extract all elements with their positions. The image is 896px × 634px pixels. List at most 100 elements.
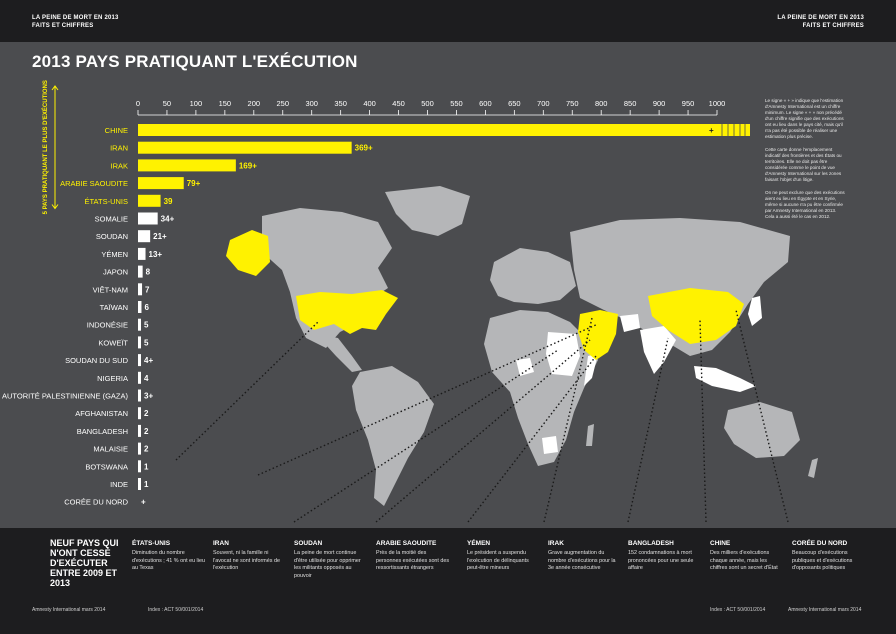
map-alaska [226, 230, 270, 276]
category-label: INDONÉSIE [87, 321, 128, 330]
map-central-america [316, 334, 362, 372]
bars: CHINE + IRAN 369+ IRAK 169+ ARABIE SAOUDITE 79+… [2, 124, 750, 507]
x-tick-label: 1000 [709, 99, 726, 108]
bar [138, 159, 236, 172]
x-tick-label: 200 [248, 99, 261, 108]
map-nigeria [516, 358, 534, 376]
data-label: 2 [144, 409, 149, 418]
map-japan [748, 296, 762, 326]
bottom-column-text: 152 condamnations à mort prononcées pour… [628, 550, 694, 571]
bottom-column: IRAK Grave augmentation du nombre d'exécu… [548, 540, 622, 573]
bottom-column: CORÉE DU NORD Beaucoup d'exécutions publi… [792, 540, 866, 573]
bar [138, 265, 143, 278]
category-label: SOMALIE [95, 215, 128, 224]
x-tick-label: 900 [653, 99, 666, 108]
page-title: 2013 PAYS PRATIQUANT L'EXÉCUTION [32, 52, 358, 71]
category-label: INDE [110, 480, 128, 489]
x-tick-label: 700 [537, 99, 550, 108]
data-label: 2 [144, 427, 149, 436]
category-label: YÉMEN [101, 250, 128, 259]
top-bar [0, 0, 896, 42]
bar [138, 301, 142, 313]
x-tick-label: 950 [682, 99, 695, 108]
bottom-column-country: YÉMEN [467, 540, 491, 547]
x-tick-label: 650 [508, 99, 521, 108]
bottom-column-text: La peine de mort continue d'être utilisé… [294, 550, 361, 579]
data-label: 21+ [153, 232, 167, 241]
x-tick-label: 300 [305, 99, 318, 108]
bottom-panel [0, 528, 896, 634]
category-label: ÉTATS-UNIS [85, 197, 128, 206]
x-tick-label: 450 [392, 99, 405, 108]
map-indonesia [694, 366, 756, 392]
bottom-column-text: Près de la moitié des personnes exécutée… [376, 550, 450, 571]
bottom-column-text: Le président a suspendu l'exécution de d… [467, 550, 529, 571]
bottom-column: BANGLADESH 152 condamnations à mort prono… [628, 540, 702, 573]
map-south-america [352, 366, 434, 506]
header-left: LA PEINE DE MORT EN 2013 FAITS ET CHIFFR… [32, 14, 119, 30]
leader-saudi [375, 339, 591, 523]
x-tick-label: 800 [595, 99, 608, 108]
bottom-column-country: BANGLADESH [628, 540, 674, 547]
note-3: On ne peut exclure que des exécutions ai… [765, 190, 845, 219]
header-right: LA PEINE DE MORT EN 2013 FAITS ET CHIFFR… [777, 14, 864, 30]
category-label: VIÊT-NAM [93, 285, 128, 294]
map-greenland [385, 186, 470, 236]
world-map [175, 186, 818, 523]
header-right-line2: FAITS ET CHIFFRES [802, 23, 864, 29]
data-label: 5 [144, 321, 149, 330]
bar [138, 354, 141, 367]
bottom-column: IRAN Souvent, ni la famille ni l'avocat n… [213, 540, 287, 573]
map-madagascar [586, 424, 594, 446]
category-label: SOUDAN DU SUD [65, 356, 129, 365]
header-right-line1: LA PEINE DE MORT EN 2013 [777, 15, 864, 21]
bar [138, 230, 151, 243]
bar [138, 212, 158, 225]
bar [138, 442, 141, 455]
x-tick-label: 100 [190, 99, 203, 108]
category-label: BANGLADESH [77, 427, 128, 436]
bottom-column-country: CHINE [710, 540, 731, 547]
data-label: 39 [164, 197, 173, 206]
category-label: NIGERIA [97, 374, 128, 383]
footer-left-index: Index : ACT 50/001/2014 [148, 607, 204, 613]
data-label: 6 [144, 303, 149, 312]
bottom-column: ARABIE SAOUDITE Près de la moitié des per… [376, 540, 450, 573]
footer-left-org: Amnesty International mars 2014 [32, 607, 106, 613]
bottom-column-text: Des milliers d'exécutions chaque année, … [710, 550, 778, 571]
side-arrow-down [51, 204, 59, 210]
note-2: Cette carte donne l'emplacement indicati… [765, 147, 842, 182]
bar [138, 141, 352, 154]
map-europe [490, 248, 576, 304]
leader-north-korea [735, 309, 789, 523]
bottom-column-text: Souvent, ni la famille ni l'avocat ne so… [213, 550, 280, 571]
bottom-column-text: Diminution du nombre d'exécutions ; 41 %… [132, 550, 205, 571]
data-label: 34+ [161, 215, 175, 224]
map-china [648, 288, 744, 344]
map-new-zealand [808, 458, 818, 478]
bottom-column-country: SOUDAN [294, 540, 323, 547]
bottom-column-country: ARABIE SAOUDITE [376, 540, 437, 547]
bar [138, 460, 141, 473]
bottom-column-country: ÉTATS-UNIS [132, 540, 171, 547]
x-tick-label: 600 [479, 99, 492, 108]
data-label: 169+ [239, 161, 257, 170]
data-label: 2 [144, 445, 149, 454]
bottom-column-country: IRAK [548, 540, 564, 547]
map-somalia [584, 354, 598, 386]
map-usa [296, 290, 398, 334]
x-tick-label: 0 [136, 99, 140, 108]
x-tick-label: 750 [566, 99, 579, 108]
data-label: 1 [144, 462, 149, 471]
data-label: + [709, 126, 714, 135]
bottom-column: YÉMEN Le président a suspendu l'exécution… [467, 540, 541, 573]
data-label: 3+ [144, 392, 153, 401]
bar [138, 318, 141, 331]
map-leader-lines [175, 309, 789, 523]
map-botswana [542, 436, 558, 454]
category-label: JAPON [103, 268, 128, 277]
header-left-line1: LA PEINE DE MORT EN 2013 [32, 15, 119, 21]
x-tick-label: 50 [163, 99, 171, 108]
bar [138, 194, 161, 207]
data-label: 1 [144, 480, 149, 489]
